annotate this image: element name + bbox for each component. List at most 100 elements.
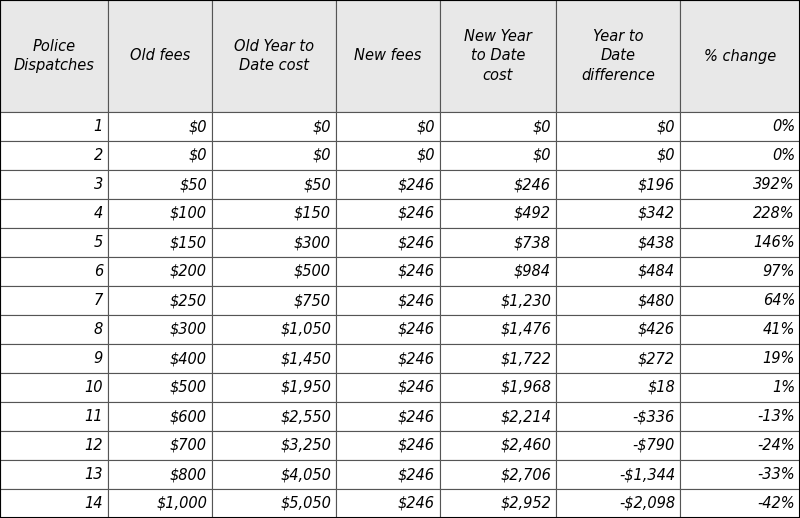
Bar [440,373,556,402]
Bar [0,489,108,518]
Text: $246: $246 [398,293,435,308]
Text: 3: 3 [94,177,103,192]
Text: $2,214: $2,214 [500,409,551,424]
Bar [680,373,800,402]
Text: $738: $738 [514,235,551,250]
Bar [0,402,108,431]
Bar [440,112,556,141]
Bar [212,257,336,286]
Bar [440,489,556,518]
Text: 13: 13 [85,467,103,482]
Text: $246: $246 [398,235,435,250]
Bar [0,344,108,373]
Bar [0,257,108,286]
Text: $1,722: $1,722 [500,351,551,366]
Text: $480: $480 [638,293,675,308]
Bar [212,402,336,431]
Text: $0: $0 [657,119,675,134]
Text: $400: $400 [170,351,207,366]
Bar [440,257,556,286]
Text: New Year
to Date
cost: New Year to Date cost [464,30,532,83]
Bar [0,170,108,199]
Text: $246: $246 [398,351,435,366]
Text: $500: $500 [294,264,331,279]
Bar [0,315,108,344]
Text: $1,476: $1,476 [500,322,551,337]
Text: -24%: -24% [758,438,795,453]
Bar [556,431,680,460]
Text: $246: $246 [398,409,435,424]
Bar [212,170,336,199]
Text: 228%: 228% [754,206,795,221]
Text: 0%: 0% [772,119,795,134]
Bar [680,315,800,344]
Text: $342: $342 [638,206,675,221]
Bar [440,228,556,257]
Text: $50: $50 [179,177,207,192]
Bar [680,199,800,228]
Text: $2,460: $2,460 [500,438,551,453]
Bar [336,141,440,170]
Text: $196: $196 [638,177,675,192]
Text: $984: $984 [514,264,551,279]
Text: 4: 4 [94,206,103,221]
Text: $0: $0 [189,148,207,163]
Text: 41%: 41% [762,322,795,337]
Text: $100: $100 [170,206,207,221]
Bar [680,460,800,489]
Text: 19%: 19% [762,351,795,366]
Text: $246: $246 [398,380,435,395]
Text: $2,952: $2,952 [500,496,551,511]
Bar [0,0,108,112]
Bar [336,257,440,286]
Bar [556,0,680,112]
Bar [556,257,680,286]
Text: 5: 5 [94,235,103,250]
Text: 97%: 97% [762,264,795,279]
Text: $272: $272 [638,351,675,366]
Text: $5,050: $5,050 [280,496,331,511]
Text: $2,550: $2,550 [280,409,331,424]
Bar [108,141,212,170]
Bar [440,402,556,431]
Text: $600: $600 [170,409,207,424]
Text: $18: $18 [647,380,675,395]
Bar [108,112,212,141]
Text: $0: $0 [417,119,435,134]
Text: $246: $246 [398,177,435,192]
Bar [0,460,108,489]
Text: $0: $0 [657,148,675,163]
Bar [212,0,336,112]
Bar [0,112,108,141]
Bar [108,257,212,286]
Bar [108,286,212,315]
Bar [212,141,336,170]
Bar [108,199,212,228]
Bar [680,257,800,286]
Text: $426: $426 [638,322,675,337]
Bar [0,431,108,460]
Bar [556,141,680,170]
Bar [680,431,800,460]
Bar [336,315,440,344]
Text: 11: 11 [85,409,103,424]
Text: $246: $246 [398,438,435,453]
Text: $492: $492 [514,206,551,221]
Bar [556,170,680,199]
Text: -$336: -$336 [633,409,675,424]
Bar [440,431,556,460]
Bar [336,286,440,315]
Text: Old fees: Old fees [130,49,190,64]
Text: $246: $246 [514,177,551,192]
Text: $484: $484 [638,264,675,279]
Bar [680,141,800,170]
Text: -13%: -13% [758,409,795,424]
Text: $3,250: $3,250 [280,438,331,453]
Bar [556,228,680,257]
Bar [108,489,212,518]
Text: 6: 6 [94,264,103,279]
Bar [336,431,440,460]
Bar [108,373,212,402]
Bar [556,344,680,373]
Bar [212,112,336,141]
